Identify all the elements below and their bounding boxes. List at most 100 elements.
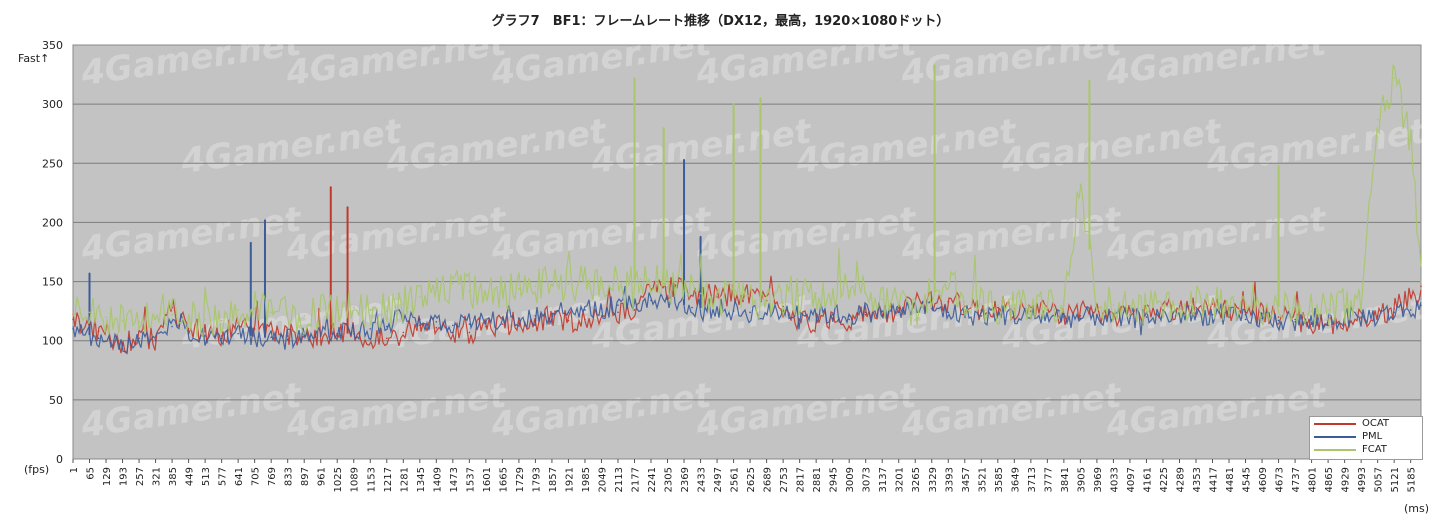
data-point-pml [97, 337, 100, 340]
data-point-pml [319, 335, 322, 337]
data-point-fcat [402, 303, 405, 305]
data-point-fcat [947, 280, 950, 283]
data-point-fcat [815, 292, 817, 295]
data-point-pml [600, 307, 603, 310]
data-point-fcat [914, 306, 917, 309]
data-point-fcat [518, 287, 520, 290]
data-point-fcat [154, 318, 157, 321]
data-point-fcat [286, 312, 289, 315]
data-point-ocat [1393, 307, 1395, 310]
data-point-fcat [765, 300, 768, 303]
data-point-ocat [329, 186, 332, 188]
chart-title: グラフ7 BF1：フレームレート推移（DX12，最高，1920×1080ドット） [491, 14, 950, 29]
x-tick-label: 2945 [829, 467, 840, 492]
x-tick-label: 1217 [383, 467, 394, 492]
data-point-pml [237, 332, 239, 335]
y-tick-label: 50 [49, 394, 63, 407]
data-point-fcat [650, 280, 652, 283]
x-tick-label: 1985 [581, 467, 592, 492]
x-tick-label: 1025 [333, 467, 344, 492]
data-point-pml [897, 311, 900, 314]
x-tick-label: 577 [218, 467, 229, 486]
data-point-pml [1310, 322, 1313, 324]
x-tick-label: 5057 [1374, 467, 1385, 492]
data-point-pml [1195, 315, 1197, 317]
legend-label: PML [1362, 431, 1383, 442]
x-tick-label: 2305 [664, 467, 675, 492]
x-tick-label: 385 [168, 467, 179, 486]
data-point-pml [666, 298, 669, 301]
data-point-pml [930, 307, 933, 310]
data-point-fcat [1088, 79, 1091, 82]
data-point-fcat [897, 305, 900, 308]
data-point-pml [1294, 320, 1296, 323]
data-point-pml [187, 332, 190, 335]
x-tick-label: 2881 [812, 467, 823, 492]
data-point-fcat [1112, 304, 1115, 307]
data-point-ocat [1079, 315, 1082, 317]
data-point-pml [1096, 315, 1098, 317]
data-point-pml [617, 304, 619, 307]
x-tick-label: 769 [267, 467, 278, 486]
x-tick-label: 1345 [416, 467, 427, 492]
y-tick-label: 350 [42, 39, 63, 52]
legend-label: FCAT [1362, 444, 1387, 455]
data-point-pml [336, 332, 339, 335]
data-point-pml [468, 323, 471, 325]
data-point-fcat [864, 292, 867, 295]
y-tick-label: 100 [42, 335, 63, 348]
fast-annotation: Fast↑ [18, 52, 50, 65]
data-point-ocat [1409, 294, 1412, 297]
x-tick-label: 2113 [614, 467, 625, 492]
data-point-ocat [600, 315, 603, 317]
data-point-fcat [336, 309, 339, 311]
data-point-fcat [1310, 310, 1313, 312]
x-tick-label: 449 [185, 467, 196, 486]
x-tick-label: 2369 [680, 467, 691, 492]
data-point-fcat [662, 127, 665, 129]
data-point-fcat [881, 298, 884, 301]
legend-label: OCAT [1362, 418, 1390, 429]
data-point-fcat [782, 302, 784, 304]
series-line-fcat [72, 64, 1422, 338]
x-tick-label: 129 [102, 467, 113, 486]
x-tick-label: 3457 [961, 467, 972, 492]
data-point-fcat [468, 290, 471, 292]
legend-swatch [1314, 449, 1356, 451]
data-point-ocat [485, 325, 487, 328]
data-point-fcat [72, 315, 74, 317]
y-tick-label: 0 [56, 453, 63, 466]
data-point-fcat [600, 279, 603, 282]
data-point-pml [699, 235, 702, 238]
x-tick-label: 5185 [1407, 467, 1418, 492]
data-point-fcat [369, 309, 372, 311]
data-point-fcat [742, 298, 745, 301]
data-point-fcat [501, 291, 504, 294]
data-point-pml [1393, 311, 1395, 314]
data-point-fcat [171, 313, 173, 316]
plot-area [72, 44, 1422, 460]
data-point-fcat [1013, 304, 1016, 307]
data-point-fcat [639, 278, 642, 281]
x-tick-label: 4097 [1126, 467, 1137, 492]
data-point-fcat [270, 311, 272, 314]
data-point-ocat [567, 319, 570, 322]
x-tick-label: 3073 [862, 467, 873, 492]
legend-swatch [1314, 436, 1356, 438]
data-point-pml [435, 320, 438, 323]
data-point-ocat [402, 331, 405, 334]
data-point-pml [584, 309, 586, 311]
x-tick-label: 3649 [1010, 467, 1021, 492]
data-point-pml [551, 312, 553, 315]
data-point-pml [369, 328, 372, 330]
x-tick-label: 2177 [630, 467, 641, 492]
data-point-fcat [633, 77, 636, 79]
data-point-fcat [759, 97, 762, 100]
x-tick-label: 3393 [944, 467, 955, 492]
data-point-ocat [204, 330, 206, 333]
data-point-fcat [1343, 305, 1346, 308]
x-tick-label: 4609 [1258, 467, 1269, 492]
x-tick-label: 3009 [845, 467, 856, 492]
